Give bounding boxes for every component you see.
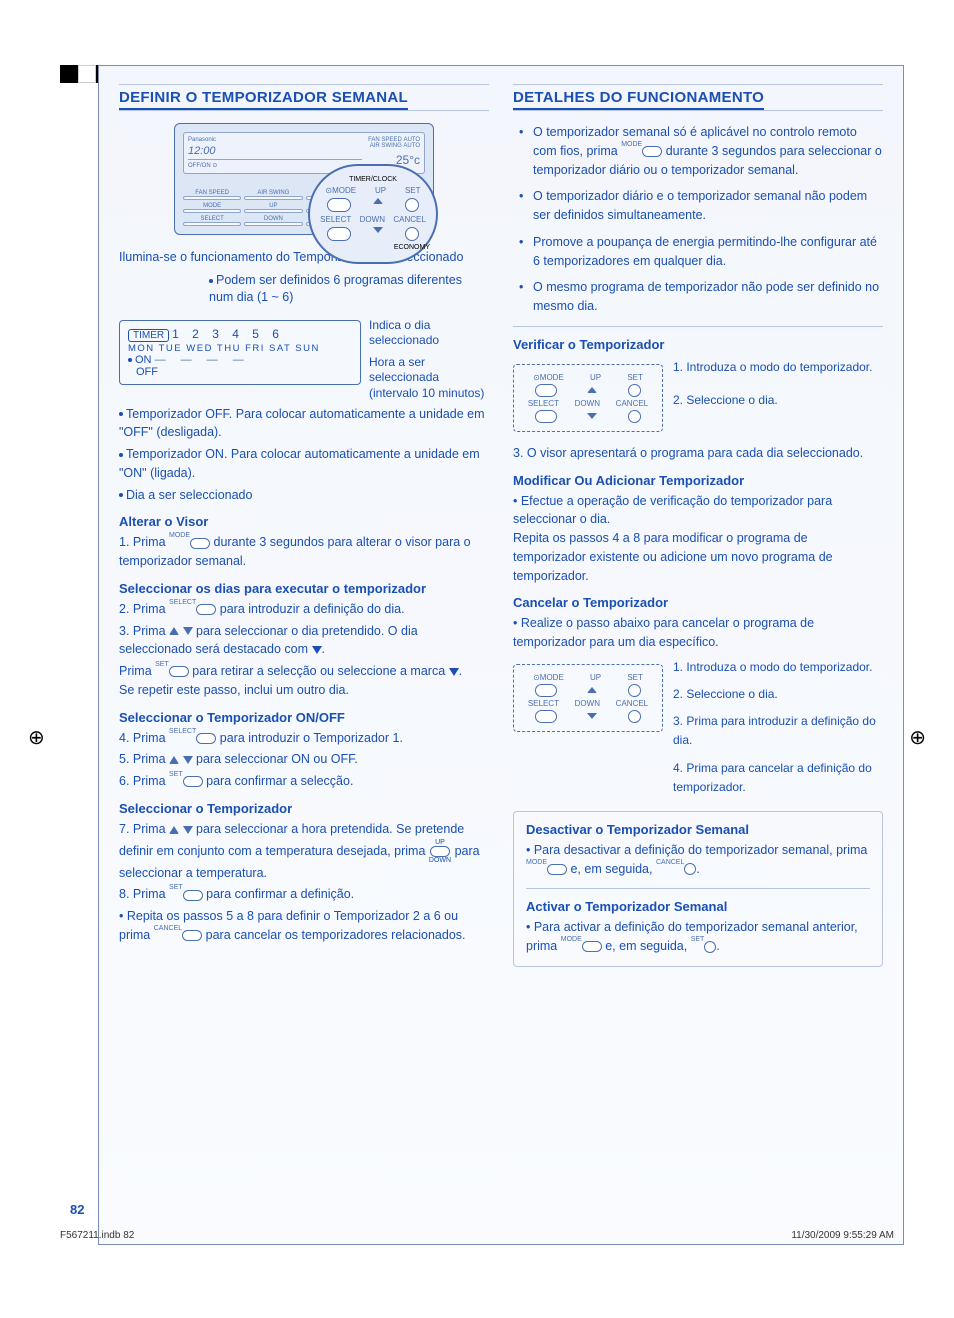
- callout-illuminate: Ilumina-se o funcionamento do Temporizad…: [119, 249, 489, 266]
- remote-brand: Panasonic: [188, 137, 362, 143]
- activate-text: • Para activar a definição do temporizad…: [526, 918, 870, 956]
- cancel-button-icon: [182, 930, 202, 941]
- set-button-icon: [183, 776, 203, 787]
- select-button-icon: [196, 733, 216, 744]
- verify-diagram-row: ⊙MODEUPSET SELECTDOWNCANCEL 1. Introduza…: [513, 358, 883, 438]
- steps-4-6: 4. Prima SELECT para introduzir o Tempor…: [119, 729, 489, 791]
- down-icon: [183, 627, 193, 635]
- footer-file: F567211.indb 82: [60, 1230, 134, 1241]
- subhead-verify: Verificar o Temporizador: [513, 337, 883, 352]
- modify-text: • Efectue a operação de verificação do t…: [513, 492, 883, 586]
- down-icon: [183, 756, 193, 764]
- cancel-step-1: 1. Introduza o modo do temporizador.: [673, 658, 883, 677]
- print-footer: F567211.indb 82 11/30/2009 9:55:29 AM: [60, 1230, 894, 1241]
- down-icon: [183, 826, 193, 834]
- set-button-icon: [704, 941, 716, 953]
- subhead-cancel: Cancelar o Temporizador: [513, 595, 883, 610]
- subhead-onoff: Seleccionar o Temporizador ON/OFF: [119, 710, 489, 725]
- list-item: O temporizador semanal só é aplicável no…: [525, 123, 883, 179]
- left-column: DEFINIR O TEMPORIZADOR SEMANAL Panasonic…: [119, 84, 489, 967]
- deactivate-text: • Para desactivar a definição do tempori…: [526, 841, 870, 879]
- subhead-deactivate: Desactivar o Temporizador Semanal: [526, 822, 870, 837]
- registration-mark-icon: ⊕: [909, 725, 926, 750]
- steps-7-8: 7. Prima para seleccionar a hora pretend…: [119, 820, 489, 945]
- section-title-right: DETALHES DO FUNCIONAMENTO: [513, 84, 883, 111]
- cancel-step-3: 3. Prima para introduzir a definição do …: [673, 712, 883, 750]
- mode-button-icon: [582, 941, 602, 952]
- mode-button-icon: [547, 864, 567, 875]
- up-icon: [169, 756, 179, 764]
- cancel-step-2: 2. Seleccione o dia.: [673, 685, 883, 704]
- registration-mark-icon: ⊕: [28, 725, 45, 750]
- cancel-text: • Realize o passo abaixo para cancelar o…: [513, 614, 883, 652]
- steps-2-3: 2. Prima SELECT para introduzir a defini…: [119, 600, 489, 700]
- set-button-icon: [169, 666, 189, 677]
- cancel-button-icon: [684, 863, 696, 875]
- cancel-step-4: 4. Prima para cancelar a definição do te…: [673, 759, 883, 797]
- operation-details-list: O temporizador semanal só é aplicável no…: [513, 123, 883, 316]
- timer-callouts-below: Temporizador OFF. Para colocar automatic…: [119, 405, 489, 505]
- up-icon: [169, 627, 179, 635]
- subhead-activate: Activar o Temporizador Semanal: [526, 899, 870, 914]
- remote-time: 12:00: [188, 145, 362, 157]
- marker-icon: [312, 646, 322, 654]
- remote-control-diagram: Panasonic 12:00 OFF/ON ⊙ FAN SPEED AUTO …: [174, 123, 434, 235]
- list-item: O temporizador diário e o temporizador s…: [525, 187, 883, 225]
- cancel-diagram-row: ⊙MODEUPSET SELECTDOWNCANCEL 1. Introduza…: [513, 658, 883, 797]
- page-number: 82: [70, 1202, 84, 1217]
- marker-icon: [449, 668, 459, 676]
- verify-step-1: 1. Introduza o modo do temporizador.: [673, 358, 872, 377]
- mini-control-diagram: ⊙MODEUPSET SELECTDOWNCANCEL: [513, 664, 663, 732]
- select-button-icon: [196, 604, 216, 615]
- subhead-select-days: Seleccionar os dias para executar o temp…: [119, 581, 489, 596]
- updown-button-icon: [430, 846, 450, 857]
- footer-timestamp: 11/30/2009 9:55:29 AM: [791, 1230, 894, 1241]
- up-icon: [169, 826, 179, 834]
- set-button-icon: [183, 890, 203, 901]
- list-item: Promove a poupança de energia permitindo…: [525, 233, 883, 271]
- subhead-modify: Modificar Ou Adicionar Temporizador: [513, 473, 883, 488]
- mini-control-diagram: ⊙MODEUPSET SELECTDOWNCANCEL: [513, 364, 663, 432]
- verify-step-3: 3. O visor apresentará o programa para c…: [513, 444, 883, 463]
- callout-6programs: Podem ser definidos 6 programas diferent…: [209, 272, 489, 306]
- timer-display-diagram: TIMER 1 2 3 4 5 6 MON TUE WED THU FRI SA…: [119, 320, 361, 385]
- mode-button-icon: [190, 538, 210, 549]
- verify-step-2: 2. Seleccione o dia.: [673, 391, 872, 410]
- step-1: 1. Prima MODE durante 3 segundos para al…: [119, 533, 489, 571]
- activate-deactivate-box: Desactivar o Temporizador Semanal • Para…: [513, 811, 883, 967]
- right-column: DETALHES DO FUNCIONAMENTO O temporizador…: [513, 84, 883, 967]
- section-title-left: DEFINIR O TEMPORIZADOR SEMANAL: [119, 84, 489, 111]
- mode-button-icon: [642, 146, 662, 157]
- manual-page: DEFINIR O TEMPORIZADOR SEMANAL Panasonic…: [98, 65, 904, 1245]
- subhead-select-timer: Seleccionar o Temporizador: [119, 801, 489, 816]
- subhead-alterar: Alterar o Visor: [119, 514, 489, 529]
- list-item: O mesmo programa de temporizador não pod…: [525, 278, 883, 316]
- control-zoom-callout: TIMER/CLOCK ⊙MODEUPSET SELECTDOWNCANCEL …: [308, 164, 438, 264]
- timer-side-labels: Indica o dia seleccionado Hora a ser sel…: [369, 312, 489, 402]
